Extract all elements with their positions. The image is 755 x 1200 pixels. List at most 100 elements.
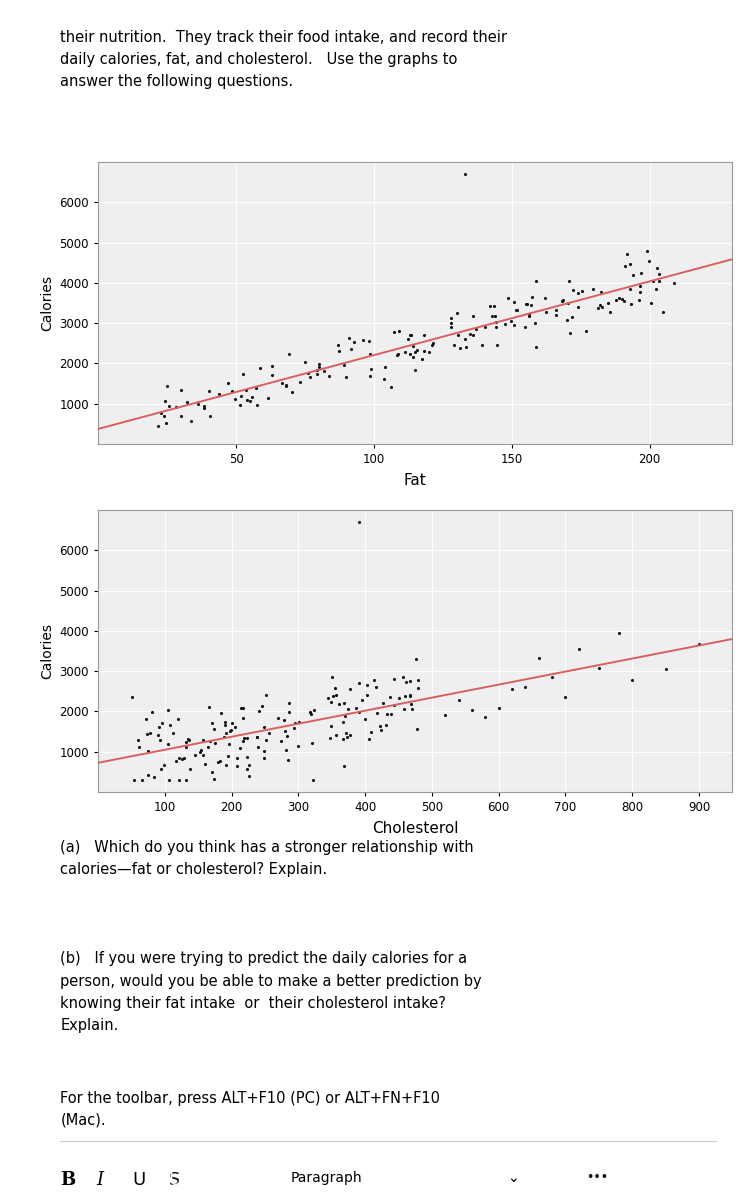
Text: Paragraph: Paragraph — [290, 1171, 362, 1184]
Point — [288, 718, 300, 737]
Point — [621, 245, 633, 264]
Point — [459, 164, 471, 184]
Point — [393, 689, 405, 708]
Point — [362, 331, 374, 350]
Point — [624, 280, 636, 299]
Point — [266, 356, 278, 376]
Point — [183, 730, 195, 749]
Point — [618, 292, 630, 311]
Point — [344, 679, 356, 698]
Text: •••: ••• — [586, 1171, 608, 1183]
Point — [693, 635, 705, 654]
Point — [374, 721, 387, 740]
Point — [311, 364, 323, 383]
Point — [427, 334, 439, 353]
Point — [178, 748, 190, 767]
Point — [627, 265, 639, 284]
Point — [170, 752, 182, 772]
Point — [361, 685, 373, 704]
Point — [275, 731, 287, 750]
Point — [282, 726, 294, 745]
Point — [365, 344, 377, 364]
Point — [140, 709, 153, 728]
Point — [213, 384, 225, 403]
Point — [174, 406, 186, 425]
Point — [162, 734, 174, 754]
Point — [156, 713, 168, 732]
Point — [594, 295, 606, 314]
Point — [624, 254, 636, 274]
Point — [223, 734, 236, 754]
Point — [331, 335, 344, 354]
Point — [219, 712, 231, 731]
Text: I: I — [97, 1171, 103, 1188]
Point — [529, 337, 541, 356]
Point — [241, 728, 253, 748]
Point — [199, 397, 211, 416]
Point — [404, 672, 416, 691]
Point — [384, 688, 396, 707]
Point — [550, 300, 562, 319]
Point — [282, 750, 294, 769]
Point — [522, 294, 534, 313]
Point — [325, 692, 337, 712]
Point — [624, 294, 636, 313]
Point — [254, 359, 267, 378]
Point — [559, 688, 572, 707]
Point — [279, 740, 291, 760]
Point — [643, 252, 655, 271]
Point — [324, 728, 336, 748]
Point — [385, 378, 397, 397]
Point — [142, 742, 154, 761]
Point — [596, 298, 608, 317]
Point — [445, 313, 457, 332]
Point — [368, 671, 380, 690]
Point — [146, 702, 158, 721]
Point — [142, 766, 154, 785]
Point — [385, 704, 397, 724]
Point — [203, 382, 215, 401]
Point — [195, 740, 207, 760]
Point — [163, 770, 175, 790]
Point — [576, 282, 588, 301]
Point — [546, 668, 558, 688]
Point — [393, 344, 405, 364]
Point — [334, 694, 346, 713]
Point — [399, 342, 411, 361]
Point — [276, 373, 288, 392]
Point — [561, 311, 573, 330]
Point — [137, 770, 149, 790]
Point — [209, 733, 221, 752]
Point — [251, 727, 263, 746]
Point — [283, 344, 295, 364]
Point — [237, 708, 249, 727]
Point — [645, 294, 657, 313]
Point — [350, 698, 362, 718]
Point — [580, 320, 592, 340]
Point — [374, 716, 387, 736]
Point — [506, 679, 518, 698]
Point — [257, 749, 270, 768]
Point — [241, 390, 253, 409]
Point — [224, 721, 236, 740]
Point — [251, 737, 263, 756]
Text: S: S — [169, 1171, 180, 1188]
Point — [180, 770, 192, 790]
Point — [640, 241, 652, 260]
Point — [313, 358, 325, 377]
Point — [633, 282, 646, 301]
Point — [488, 296, 501, 316]
Point — [411, 671, 424, 690]
Point — [282, 694, 294, 713]
Point — [205, 713, 217, 732]
Point — [476, 335, 488, 354]
Point — [236, 698, 248, 718]
Point — [439, 706, 451, 725]
Point — [363, 728, 375, 748]
Point — [459, 330, 471, 349]
Point — [159, 391, 171, 410]
Point — [170, 397, 182, 416]
Point — [263, 724, 276, 743]
Point — [445, 317, 457, 336]
Point — [566, 280, 578, 299]
